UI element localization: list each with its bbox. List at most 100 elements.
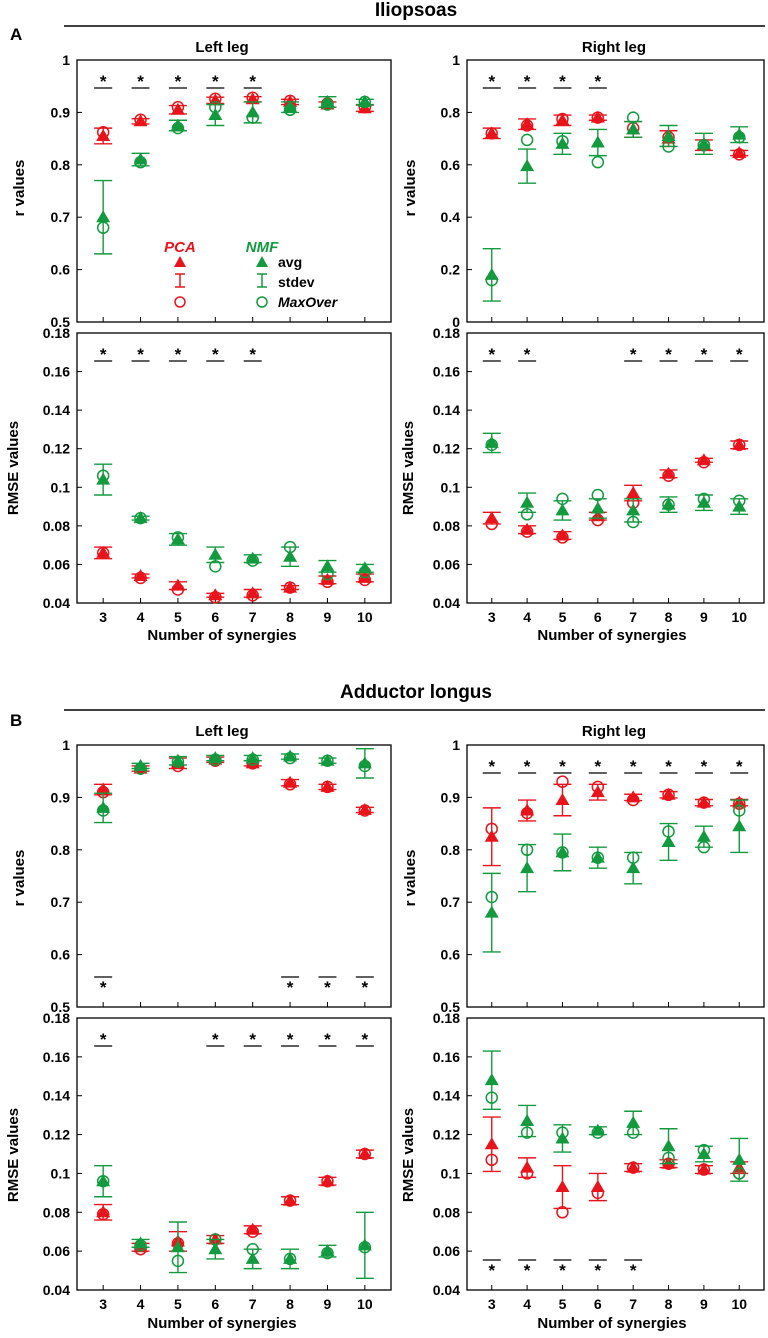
nmf-maxover-point — [556, 492, 569, 506]
nmf-maxover-point — [556, 846, 569, 859]
y-tick-label: 0.8 — [441, 104, 461, 120]
nmf-avg-point — [96, 210, 111, 223]
pca-avg-point — [283, 1193, 298, 1206]
pca-avg-point — [96, 1205, 111, 1218]
pca-maxover-point — [358, 573, 372, 587]
pca-avg-point — [661, 466, 676, 479]
y-tick-label: 0.08 — [43, 518, 70, 534]
nmf-avg-point — [696, 136, 711, 149]
plot-frame — [466, 1017, 765, 1291]
xlabel-a-left: Number of synergies — [147, 627, 296, 644]
nmf-avg-point — [555, 845, 570, 858]
y-tick-label: 0.06 — [433, 1243, 460, 1259]
legend-stdev-label: stdev — [278, 274, 315, 290]
significance-star: * — [595, 72, 602, 91]
significance-star: * — [287, 978, 294, 997]
y-tick-label: 0.6 — [441, 157, 461, 173]
y-tick-label: 1 — [62, 737, 70, 753]
nmf-maxover-point — [485, 1091, 498, 1104]
nmf-avg-point — [96, 1174, 111, 1187]
nmf-avg-point — [245, 751, 260, 764]
pca-avg-point — [133, 569, 148, 581]
pca-avg-point — [283, 775, 298, 788]
nmf-maxover-point — [626, 111, 640, 124]
pca-maxover-point — [520, 806, 534, 820]
pca-avg-point — [661, 787, 676, 800]
significance-star: * — [212, 1030, 219, 1049]
pca-maxover-point — [283, 581, 297, 594]
y-tick-label: 0.4 — [441, 209, 461, 225]
xlabel-b-right: Number of synergies — [537, 1315, 686, 1332]
pca-avg-point — [484, 829, 499, 842]
nmf-maxover-point — [246, 111, 259, 124]
pca-maxover-point — [556, 112, 569, 126]
nmf-maxover-point — [209, 560, 222, 573]
nmf-avg-point — [283, 749, 298, 762]
significance-star: * — [249, 345, 256, 364]
nmf-maxover-point — [626, 515, 640, 529]
pca-avg-point — [96, 128, 111, 141]
plot-frame — [466, 744, 765, 1008]
significance-star: * — [100, 1030, 107, 1049]
x-tick-label: 5 — [559, 609, 567, 625]
pca-maxover-point — [283, 778, 297, 791]
nmf-maxover-point — [556, 1126, 569, 1139]
pca-maxover-point — [209, 590, 222, 604]
pca-avg-point — [520, 117, 535, 130]
nmf-maxover-point — [485, 438, 498, 452]
pca-avg-point — [555, 793, 570, 806]
pca-maxover-point — [697, 1163, 711, 1176]
x-tick-label: 8 — [665, 1296, 673, 1312]
pca-maxover-point — [733, 148, 746, 161]
ylabel-b-r-right: r values — [402, 850, 419, 907]
nmf-avg-point — [732, 1152, 747, 1165]
nmf-avg-point — [96, 472, 111, 485]
x-tick-label: 9 — [324, 1296, 332, 1312]
pca-maxover-point — [485, 1153, 498, 1167]
pca-maxover-point — [591, 111, 605, 124]
panel-a-rmse-left: 0.04 0.06 0.08 0.1 0.12 0.14 0.16 0.18 3 4 5 6 7 8 9 10… — [43, 325, 392, 625]
x-tick-label: 3 — [488, 1296, 496, 1312]
nmf-maxover-point — [209, 753, 222, 766]
pca-maxover-point — [520, 525, 534, 538]
panel-b-rmse-right: 0.04 0.06 0.08 0.1 0.12 0.14 0.16 0.18 3 4 5 6 7 8 9 10… — [433, 1010, 765, 1312]
y-tick-label: 0.16 — [43, 1049, 70, 1065]
x-tick-label: 10 — [731, 1296, 747, 1312]
y-tick-label: 0.08 — [433, 1204, 460, 1220]
significance-star: * — [488, 757, 495, 776]
x-tick-label: 6 — [211, 609, 219, 625]
nmf-avg-point — [245, 551, 260, 564]
pca-maxover-point — [697, 455, 711, 469]
x-tick-label: 3 — [488, 609, 496, 625]
y-tick-label: 0.14 — [433, 1088, 460, 1104]
pca-maxover-point — [520, 1167, 534, 1180]
nmf-avg-point — [170, 753, 185, 766]
pca-maxover-point — [358, 1147, 372, 1161]
nmf-maxover-point — [520, 843, 534, 857]
plot-frame — [76, 59, 392, 323]
significance-star: * — [559, 72, 566, 91]
legend-pca-stdev-marker — [175, 273, 185, 288]
nmf-maxover-point — [358, 565, 372, 579]
x-tick-label: 10 — [357, 1296, 373, 1312]
nmf-avg-point — [590, 135, 605, 148]
nmf-avg-point — [245, 1251, 260, 1264]
y-tick-label: 0.8 — [51, 842, 71, 858]
y-tick-label: 0.6 — [51, 262, 71, 278]
y-tick-label: 0.06 — [43, 1243, 70, 1259]
nmf-avg-point — [208, 751, 223, 764]
pca-maxover-point — [556, 531, 569, 544]
pca-maxover-point — [485, 517, 498, 531]
pca-avg-point — [520, 803, 535, 816]
significance-star: * — [488, 345, 495, 364]
x-tick-label: 9 — [700, 609, 708, 625]
x-tick-label: 5 — [174, 609, 182, 625]
y-tick-label: 0.12 — [43, 1127, 70, 1143]
pca-maxover-point — [662, 788, 675, 802]
pca-maxover-point — [556, 775, 569, 788]
nmf-maxover-point — [520, 508, 534, 521]
significance-star: * — [524, 757, 531, 776]
nmf-avg-point — [732, 819, 747, 832]
pca-avg-point — [208, 1232, 223, 1245]
nmf-maxover-point — [697, 840, 711, 854]
